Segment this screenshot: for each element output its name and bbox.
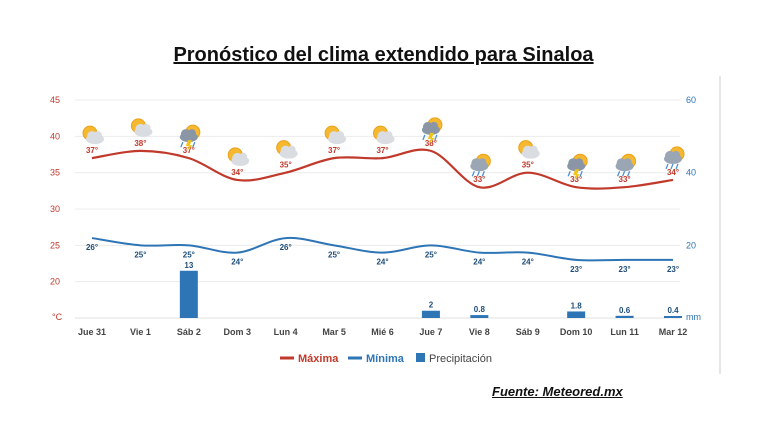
precipitation-bars	[179, 270, 682, 318]
y-left-tick: 30	[50, 204, 60, 214]
y-left-tick: 40	[50, 131, 60, 141]
max-temp-label: 37°	[328, 146, 340, 155]
min-temp-label: 26°	[280, 243, 292, 252]
rain-cloud-icon	[664, 146, 685, 170]
min-temp-label: 24°	[473, 258, 485, 267]
precipitation-bar	[179, 270, 198, 318]
min-temp-label: 25°	[183, 250, 195, 259]
sun-cloud-icon	[227, 147, 250, 166]
precipitation-bar	[470, 315, 489, 318]
precipitation-bar	[615, 315, 634, 318]
precipitation-label: 0.6	[619, 306, 631, 315]
y-right-tick: 40	[686, 168, 696, 178]
y-left-tick: 35	[50, 168, 60, 178]
frame-divider	[719, 76, 721, 374]
source-note: Fuente: Meteored.mx	[492, 384, 623, 399]
min-temp-line	[91, 236, 673, 262]
sun-cloud-icon	[82, 125, 104, 145]
precipitation-label: 1.8	[571, 301, 583, 310]
storm-icon	[179, 124, 201, 152]
precipitation-bar	[567, 311, 586, 318]
chart-title: Pronóstico del clima extendido para Sina…	[173, 44, 594, 66]
min-temp-label: 24°	[376, 258, 388, 267]
y-right-unit: mm	[686, 312, 701, 322]
min-temp-label: 23°	[570, 265, 582, 274]
x-tick-label: Mié 6	[371, 327, 394, 337]
x-tick-label: Vie 8	[469, 327, 490, 337]
min-temp-label: 24°	[231, 258, 243, 267]
x-axis-labels: Jue 31 Vie 1 Sáb 2 Dom 3 Lun 4 Mar 5 Mié 6 Jue …	[78, 327, 687, 337]
precipitation-label: 13	[184, 261, 193, 270]
x-tick-label: Sáb 9	[516, 327, 540, 337]
y-left-tick: 20	[50, 277, 60, 287]
x-tick-label: Vie 1	[130, 327, 151, 337]
min-temp-label: 25°	[328, 250, 340, 259]
sun-cloud-icon	[276, 140, 298, 159]
precipitation-label: 0.4	[667, 306, 679, 315]
y-right-tick: 60	[686, 95, 696, 105]
y-right-tick: 20	[686, 240, 696, 250]
min-temp-label: 26°	[86, 243, 98, 252]
legend-label: Máxima	[298, 353, 339, 365]
sun-cloud-icon	[324, 125, 347, 145]
chart-legend: Máxima Mínima Precipitación	[280, 353, 492, 365]
x-tick-label: Mar 12	[659, 327, 688, 337]
min-temp-label: 23°	[619, 265, 631, 274]
max-temp-label: 33°	[570, 175, 582, 184]
x-tick-label: Dom 3	[223, 327, 251, 337]
rain-cloud-icon	[615, 153, 637, 177]
min-temp-label: 24°	[522, 258, 534, 267]
max-temp-label: 34°	[231, 168, 243, 177]
max-temp-label: 37°	[183, 146, 195, 155]
sun-cloud-icon	[518, 140, 540, 159]
max-temp-label: 35°	[522, 161, 534, 170]
sun-cloud-icon	[373, 125, 395, 145]
max-temp-label: 38°	[134, 139, 146, 148]
x-tick-label: Lun 11	[610, 327, 639, 337]
precipitation-label: 0.8	[474, 305, 486, 314]
min-temp-label: 25°	[425, 250, 437, 259]
min-temp-label: 25°	[134, 250, 146, 259]
max-temp-line	[91, 148, 674, 190]
precipitation-bar	[664, 316, 682, 318]
precipitation-bar	[421, 310, 440, 318]
max-temp-label: 34°	[667, 168, 679, 177]
max-temp-label: 37°	[86, 146, 98, 155]
precipitation-label: 2	[429, 301, 434, 310]
storm-icon	[421, 117, 443, 144]
storm-icon	[567, 153, 588, 181]
min-temp-label: 23°	[667, 265, 679, 274]
legend-label: Precipitación	[429, 353, 492, 365]
y-left-tick: 45	[50, 95, 60, 105]
max-temp-label: 33°	[619, 175, 631, 184]
max-temp-label: 38°	[425, 139, 437, 148]
y-left-unit: °C	[52, 312, 63, 322]
sun-cloud-icon	[130, 118, 153, 137]
max-temp-label: 33°	[473, 175, 485, 184]
legend-swatch	[416, 353, 425, 362]
max-temp-label: 35°	[280, 161, 292, 170]
y-left-tick: 25	[50, 240, 60, 250]
max-temp-label: 37°	[376, 146, 388, 155]
data-labels: 13 2 0.8 1.8 0.6 0.4 37° 38° 37° 34° 35° 37° 37° 38° 3…	[86, 139, 679, 315]
x-tick-label: Dom 10	[560, 327, 593, 337]
x-tick-label: Mar 5	[322, 327, 346, 337]
temperature-lines	[91, 148, 674, 262]
axis-ticks: 45 40 35 30 25 20 °C 60 40 20 mm	[50, 95, 701, 322]
x-tick-label: Jue 31	[78, 327, 106, 337]
rain-cloud-icon	[470, 153, 491, 177]
x-tick-label: Sáb 2	[177, 327, 201, 337]
x-tick-label: Jue 7	[419, 327, 442, 337]
x-tick-label: Lun 4	[274, 327, 298, 337]
legend-label: Mínima	[366, 353, 405, 365]
weather-icons	[82, 117, 685, 181]
